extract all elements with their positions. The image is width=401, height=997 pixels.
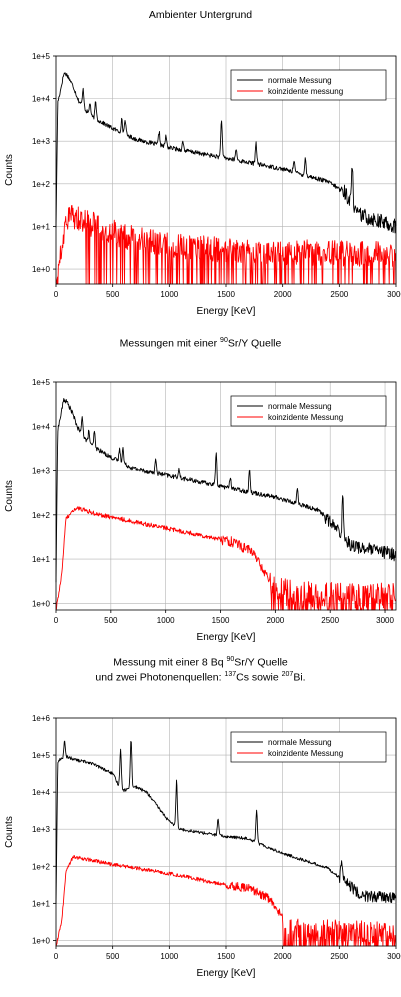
x-tick-label: 3000 [387,290,401,299]
x-tick-label: 1500 [217,290,235,299]
y-axis: 1e+0 1e+1 1e+2 1e+3 1e+4 1e+5 [32,378,56,608]
x-axis: 0 500 1000 1500 2000 2500 3000 [54,610,394,625]
legend: normale Messung koinzidente Messung [230,395,387,427]
x-tick-label: 1000 [160,290,178,299]
y-tick-label: 1e+5 [32,52,51,61]
x-tick-label: 1000 [160,952,178,961]
chart2-title-sup: 90 [220,337,228,344]
series-line-normal [55,740,397,904]
legend-label-normal: normale Messung [268,76,332,85]
y-axis: 1e+0 1e+1 1e+2 1e+3 1e+4 1e+5 [32,52,56,274]
x-tick-label: 2000 [274,290,292,299]
legend-label-normal: normale Messung [268,738,332,747]
x-axis-label: Energy [KeV] [197,968,256,979]
x-tick-label: 1000 [157,616,175,625]
y-axis: 1e+0 1e+1 1e+2 1e+3 1e+4 1e+5 1e+6 [32,714,56,945]
y-tick-label: 1e+4 [32,95,51,104]
y-tick-label: 1e+2 [32,511,51,520]
series-group [55,398,396,611]
y-tick-label: 1e+3 [32,467,51,476]
y-tick-label: 1e+4 [32,788,51,797]
chart3-title-l1-prefix: Messung mit einer 8 Bq [113,656,227,669]
chart3: 0 500 1000 1500 2000 2500 3000 1e+0 1e+1 1e+2 1e+3… [4,714,401,979]
chart3-title-l2-sup2: 207 [281,670,294,678]
y-tick-label: 1e+1 [32,222,51,231]
y-tick-label: 1e+0 [32,599,51,608]
x-tick-label: 3000 [376,616,394,625]
y-tick-label: 1e+4 [32,422,51,431]
chart3-title-l2-prefix: und zwei Photonenquellen: [95,671,225,683]
x-axis-label: Energy [KeV] [197,632,256,643]
plot-frame [55,381,397,611]
chart1-title: Ambienter Untergrund [0,9,401,21]
legend-label-coincident: koinzidente messung [268,87,343,96]
legend-label-normal: normale Messung [268,402,332,411]
y-axis-label: Counts [4,816,15,848]
chart1-title-text: Ambienter Untergrund [148,9,253,21]
legend-label-coincident: koinzidente Messung [268,749,343,758]
x-axis-label: Energy [KeV] [197,306,256,317]
y-tick-label: 1e+5 [32,378,51,387]
legend-box [230,395,387,427]
x-axis: 0 500 1000 1500 2000 2500 3000 [54,284,401,299]
y-tick-label: 1e+2 [32,862,51,871]
legend: normale Messung koinzidente Messung [230,731,387,763]
y-tick-label: 1e+3 [32,825,51,834]
legend-box [230,731,387,763]
x-tick-label: 2000 [266,616,284,625]
chart3-title-l1-sup: 90 [226,656,235,663]
x-tick-label: 2500 [330,952,348,961]
legend-box [230,69,387,101]
chart3-title-l2-mid: Cs sowie [236,671,282,683]
chart3-title-l1-suffix: Sr/Y Quelle [234,656,288,669]
x-tick-label: 0 [54,616,59,625]
y-tick-label: 1e+5 [32,751,51,760]
chart2-title: Messungen mit einer 90Sr/Y Quelle [0,335,401,350]
chart3-title-l2-sup1: 137 [224,670,237,678]
chart1: 0 500 1000 1500 2000 2500 3000 1e+0 1e+1 1e+2 1e+3… [4,52,401,317]
chart3-title-l2-suffix: Bi. [293,671,306,683]
series-line-coincident [55,855,397,947]
series-line-normal [55,72,397,234]
y-tick-label: 1e+0 [32,265,51,274]
y-tick-label: 1e+1 [32,899,51,908]
legend: normale Messung koinzidente messung [230,69,387,101]
x-tick-label: 500 [104,616,118,625]
x-axis: 0 500 1000 1500 2000 2500 3000 [54,946,401,961]
y-tick-label: 1e+0 [32,936,51,945]
series-group [55,740,397,947]
series-line-coincident [55,506,396,611]
x-tick-label: 1500 [212,616,230,625]
x-tick-label: 2500 [330,290,348,299]
chart2-title-prefix: Messungen mit einer [119,337,221,350]
y-tick-label: 1e+6 [32,714,51,723]
y-axis-label: Counts [4,154,15,186]
chart2: 0 500 1000 1500 2000 2500 3000 1e+0 1e+1 1e+2 1e+3… [4,378,397,643]
x-tick-label: 0 [54,290,59,299]
y-tick-label: 1e+1 [32,555,51,564]
chart2-title-suffix: Sr/Y Quelle [227,337,282,350]
chart3-title: Messung mit einer 8 Bq 90Sr/Y Quelle und … [0,654,401,683]
series-line-normal [55,398,396,583]
series-group [55,72,397,285]
legend-label-coincident: koinzidente Messung [268,413,343,422]
y-tick-label: 1e+2 [32,180,51,189]
x-tick-label: 2500 [321,616,339,625]
x-tick-label: 500 [106,952,120,961]
x-tick-label: 500 [106,290,120,299]
x-tick-label: 1500 [217,952,235,961]
y-axis-label: Counts [4,480,15,512]
y-tick-label: 1e+3 [32,137,51,146]
x-tick-label: 2000 [274,952,292,961]
x-tick-label: 0 [54,952,59,961]
series-line-coincident [55,205,397,285]
x-tick-label: 3000 [387,952,401,961]
